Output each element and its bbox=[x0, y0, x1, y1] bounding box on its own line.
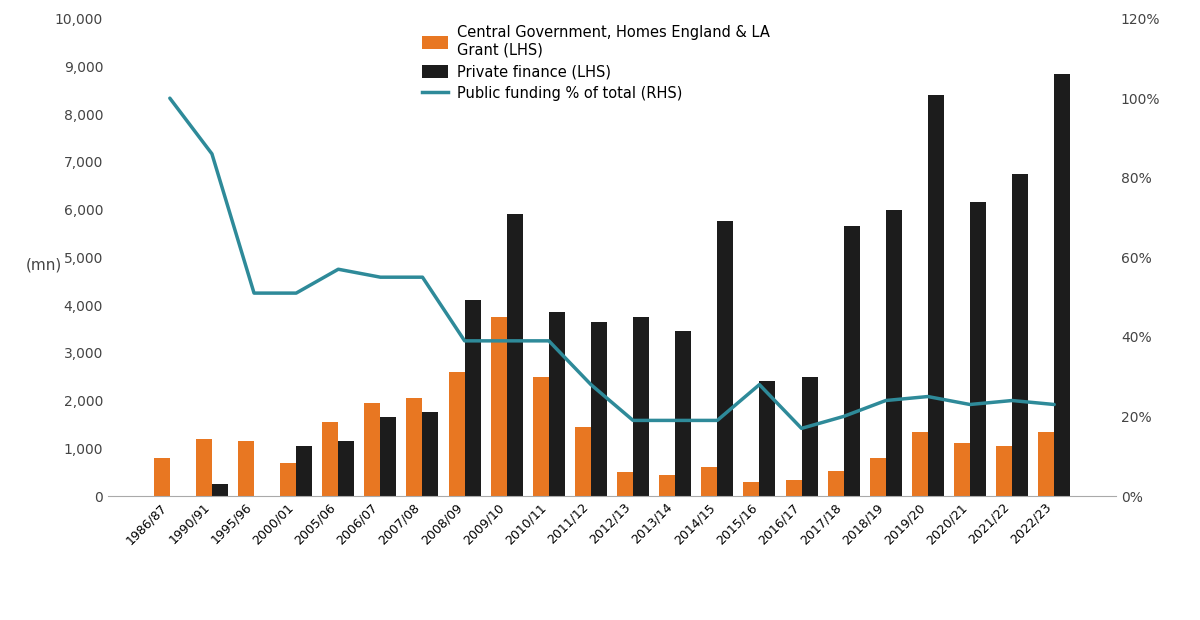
Bar bbox=[365, 403, 380, 496]
Bar bbox=[338, 441, 354, 496]
Bar bbox=[506, 215, 523, 496]
Bar bbox=[701, 467, 718, 496]
Bar bbox=[590, 322, 607, 496]
Y-axis label: (mn): (mn) bbox=[25, 257, 62, 272]
Bar bbox=[154, 458, 170, 496]
Bar bbox=[760, 381, 775, 496]
Bar bbox=[676, 331, 691, 496]
Bar bbox=[928, 95, 944, 496]
Bar bbox=[912, 432, 928, 496]
Bar bbox=[212, 484, 228, 496]
Bar bbox=[548, 312, 565, 496]
Bar bbox=[196, 439, 212, 496]
Bar bbox=[323, 422, 338, 496]
Bar bbox=[954, 443, 970, 496]
Bar bbox=[743, 482, 760, 496]
Bar bbox=[996, 446, 1012, 496]
Bar bbox=[634, 317, 649, 496]
Bar bbox=[659, 474, 676, 496]
Bar bbox=[380, 417, 396, 496]
Bar bbox=[1038, 432, 1054, 496]
Bar bbox=[464, 300, 481, 496]
Bar bbox=[1054, 74, 1070, 496]
Bar bbox=[786, 480, 802, 496]
Bar bbox=[844, 226, 859, 496]
Bar bbox=[422, 412, 438, 496]
Legend: Central Government, Homes England & LA
Grant (LHS), Private finance (LHS), Publi: Central Government, Homes England & LA G… bbox=[418, 21, 774, 105]
Bar bbox=[1012, 174, 1028, 496]
Bar bbox=[870, 458, 886, 496]
Bar bbox=[828, 471, 844, 496]
Bar bbox=[238, 441, 254, 496]
Bar bbox=[617, 472, 634, 496]
Bar bbox=[491, 317, 506, 496]
Bar bbox=[449, 372, 464, 496]
Bar bbox=[970, 202, 986, 496]
Bar bbox=[533, 377, 548, 496]
Bar bbox=[407, 398, 422, 496]
Bar bbox=[718, 221, 733, 496]
Bar bbox=[280, 463, 296, 496]
Bar bbox=[802, 377, 817, 496]
Bar bbox=[296, 446, 312, 496]
Bar bbox=[575, 427, 590, 496]
Bar bbox=[886, 210, 901, 496]
